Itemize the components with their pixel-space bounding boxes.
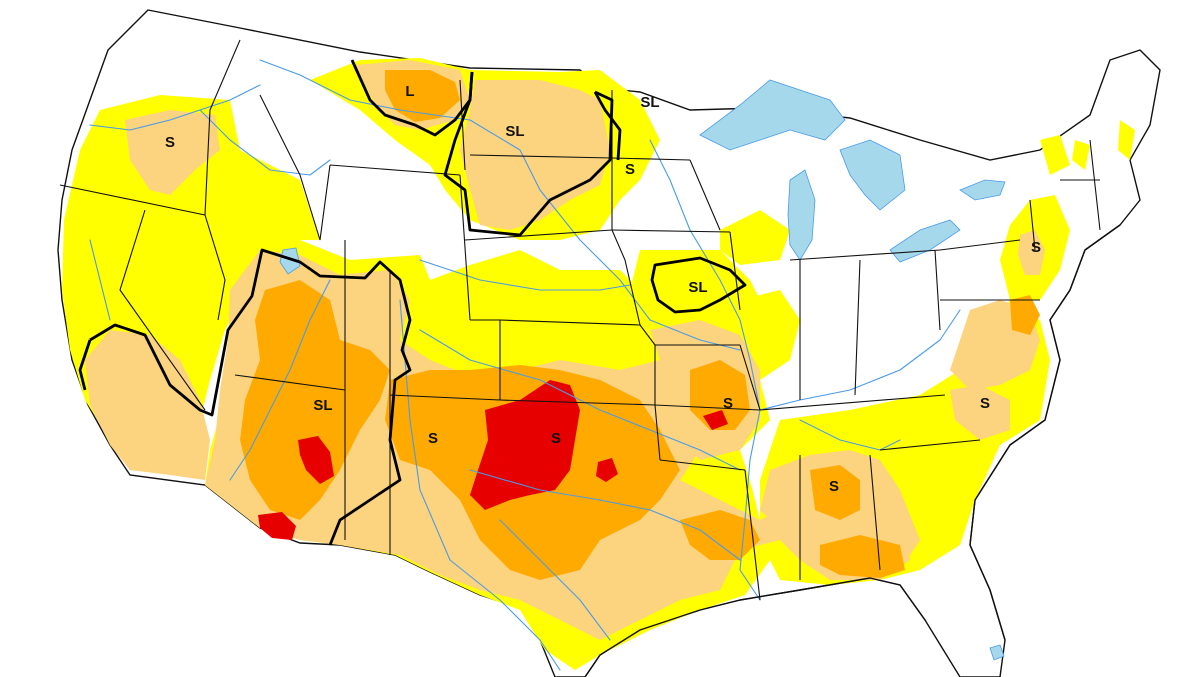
snake-river (199, 109, 331, 176)
lake-superior (699, 79, 846, 151)
arkansas-river (419, 329, 741, 471)
lake-okeechobee (989, 644, 1005, 661)
d2-mo-south (690, 360, 750, 430)
lake-erie (889, 219, 961, 263)
columbia-river (89, 84, 261, 131)
d2-al-ga (810, 465, 860, 520)
impact-label: S (625, 161, 635, 178)
great-salt-lake (279, 247, 301, 275)
tennessee-river (799, 419, 901, 451)
d3-az-south (258, 512, 296, 540)
brazos-river (499, 519, 611, 641)
rivers (89, 59, 961, 671)
d1-pa (1018, 230, 1045, 275)
rio-grande (399, 299, 561, 671)
impact-label: S (980, 395, 990, 412)
missouri-river (349, 99, 741, 351)
lake-huron (839, 139, 906, 211)
impact-label: SL (688, 279, 707, 296)
d1-or (125, 110, 220, 195)
impact-outline-ca (78, 339, 92, 391)
impact-label: SL (640, 94, 659, 111)
coastline (584, 224, 1121, 677)
impact-outline-mn (593, 91, 622, 161)
sacramento-river (89, 239, 111, 321)
impact-label: S (428, 430, 438, 447)
d3-az-central (298, 436, 334, 484)
impact-label: S (165, 134, 175, 151)
d2-ut-az (240, 280, 390, 520)
impact-outline-southwest (89, 248, 412, 546)
impact-label: L (405, 83, 414, 100)
impact-label: S (723, 395, 733, 412)
impact-boundaries (78, 59, 747, 546)
d1-va-nc (950, 385, 1010, 440)
impact-outline-ia (650, 256, 747, 314)
d0-new-england (1040, 120, 1135, 175)
d1-ca-south (85, 330, 210, 480)
impact-label: S (1031, 239, 1041, 256)
gulf-coast (584, 577, 926, 677)
platte-river (419, 259, 631, 291)
boundary-lines-east (759, 139, 1101, 580)
state-boundaries (59, 39, 1101, 601)
impact-label: S (551, 430, 561, 447)
boundary-lines-west (59, 39, 501, 555)
d2-fl-panhandle (820, 535, 905, 578)
lake-ontario (959, 179, 1006, 201)
impact-label: S (829, 478, 839, 495)
d2-mt (385, 70, 460, 122)
boundary-lines-midwest (611, 157, 941, 601)
d0-michigan-wi (720, 210, 790, 265)
mississippi-river (649, 139, 761, 601)
upper-missouri-river (259, 59, 351, 101)
d1-nd (460, 80, 610, 230)
water-bodies (279, 79, 1006, 661)
colorado-river (229, 279, 331, 481)
lake-michigan (787, 169, 816, 261)
impact-labels: L SL SL S S SL SL S S S S S S (165, 83, 1041, 495)
impact-outline-nd (443, 71, 614, 237)
red-river (469, 469, 741, 561)
atlantic-coast (969, 224, 1121, 641)
ohio-river (759, 309, 961, 411)
impact-label: SL (313, 397, 332, 414)
d2-ar-ms (680, 510, 760, 560)
d2-va (1010, 295, 1040, 335)
impact-label: SL (505, 123, 524, 140)
d3-ok-east (596, 458, 618, 482)
d3-mo-south (703, 410, 728, 430)
